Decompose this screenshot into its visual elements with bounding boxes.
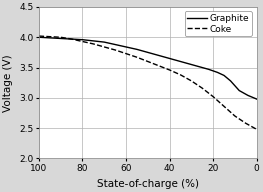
Graphite <box>242 92 245 94</box>
Y-axis label: Voltage (V): Voltage (V) <box>3 54 13 112</box>
Graphite <box>229 80 232 82</box>
Graphite <box>216 71 219 74</box>
Legend: Graphite, Coke: Graphite, Coke <box>185 12 252 36</box>
Graphite <box>92 40 95 42</box>
Graphite <box>81 39 84 41</box>
Coke <box>146 60 149 63</box>
Line: Coke: Coke <box>39 36 257 129</box>
Graphite <box>48 37 52 39</box>
Graphite <box>37 36 41 38</box>
Graphite <box>157 54 160 57</box>
Graphite <box>135 48 139 50</box>
Coke <box>233 115 236 117</box>
Coke <box>92 43 95 45</box>
Graphite <box>233 84 236 87</box>
Coke <box>168 69 171 71</box>
Coke <box>48 36 52 38</box>
Coke <box>222 105 226 108</box>
Graphite <box>207 68 210 70</box>
Coke <box>135 56 139 58</box>
Graphite <box>114 43 117 46</box>
Coke <box>157 65 160 67</box>
Coke <box>201 87 204 89</box>
Graphite <box>255 98 258 100</box>
Coke <box>114 49 117 51</box>
Coke <box>251 126 254 128</box>
Coke <box>179 74 182 76</box>
Line: Graphite: Graphite <box>39 37 257 99</box>
Graphite <box>190 63 193 66</box>
Coke <box>255 128 258 131</box>
Graphite <box>251 96 254 98</box>
Graphite <box>201 66 204 69</box>
Graphite <box>222 74 226 77</box>
Graphite <box>70 38 73 40</box>
Coke <box>81 40 84 43</box>
Coke <box>59 36 62 38</box>
Coke <box>190 80 193 82</box>
X-axis label: State-of-charge (%): State-of-charge (%) <box>97 179 199 189</box>
Coke <box>37 35 41 37</box>
Coke <box>103 46 106 48</box>
Graphite <box>103 41 106 43</box>
Coke <box>244 122 247 124</box>
Graphite <box>146 51 149 54</box>
Graphite <box>246 94 250 97</box>
Graphite <box>179 60 182 63</box>
Graphite <box>124 46 128 48</box>
Coke <box>211 95 215 98</box>
Graphite <box>168 57 171 60</box>
Graphite <box>59 37 62 40</box>
Graphite <box>238 89 241 92</box>
Coke <box>70 38 73 40</box>
Coke <box>124 52 128 55</box>
